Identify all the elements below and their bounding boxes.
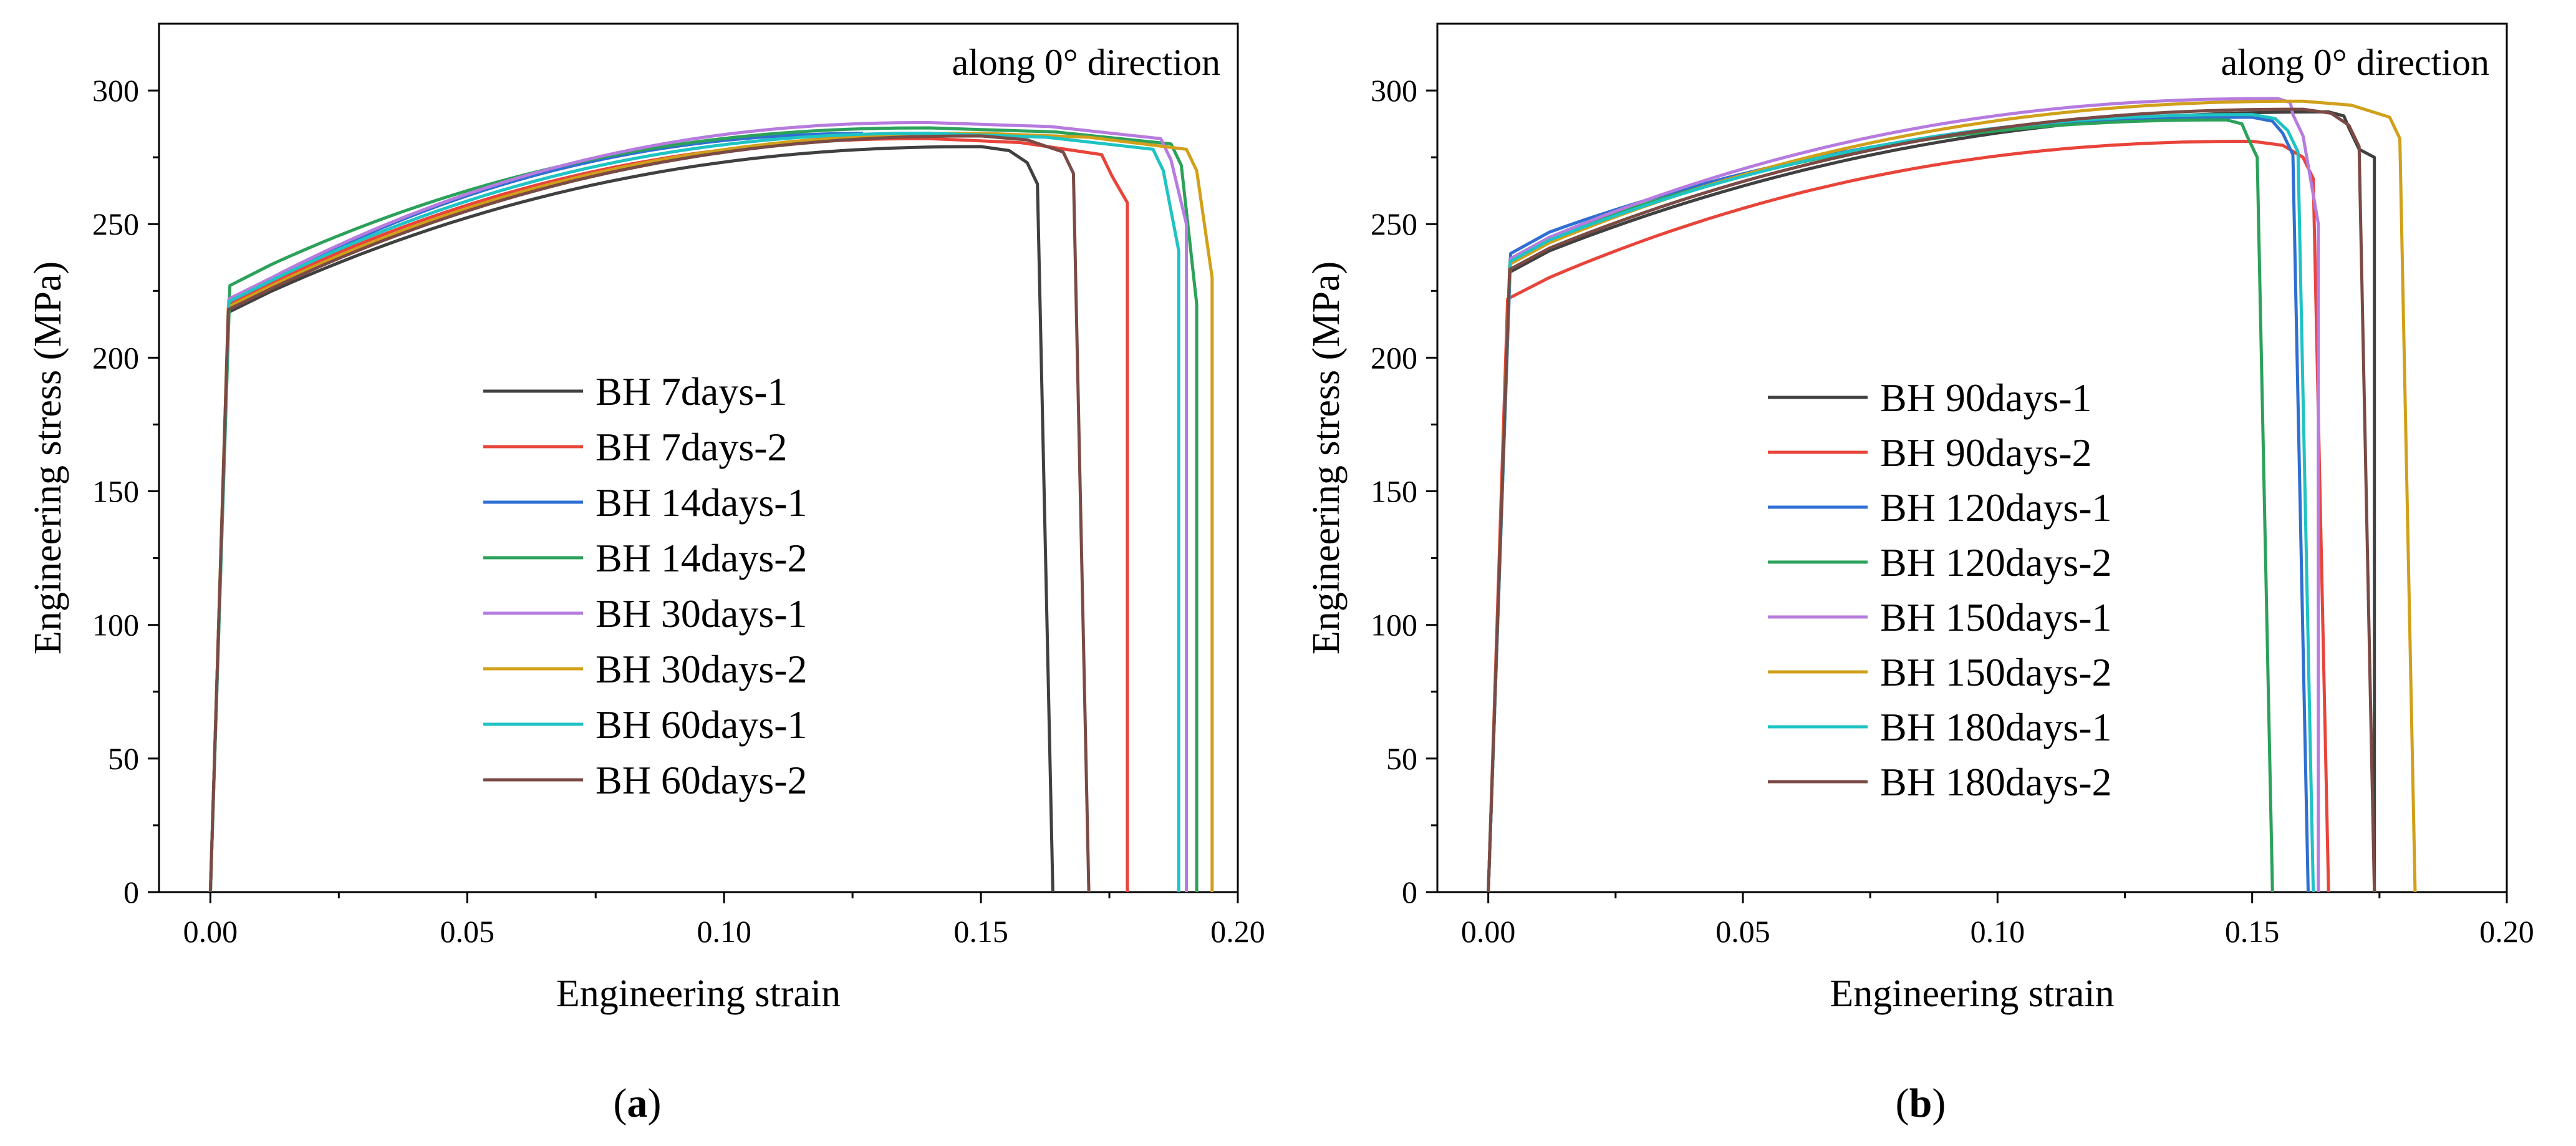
y-tick-label: 50 — [108, 741, 139, 776]
x-tick-label: 0.20 — [2479, 914, 2534, 949]
y-tick-label: 150 — [92, 474, 139, 509]
series-line-bh-7days-1 — [208, 145, 1054, 892]
legend-entry: BH 120days-2 — [1880, 540, 2112, 585]
panel-label-close: ) — [648, 1080, 662, 1126]
legend-entry: BH 90days-2 — [1880, 430, 2092, 475]
x-axis-title: Engineering strain — [556, 973, 841, 1015]
legend: BH 90days-1 BH 90days-2 BH 120days-1 BH 120… — [1768, 376, 2112, 804]
chart-panel-b: 0.00 0.05 0.10 0.15 0.20 0 50 100 150 200 250 300 En… — [1305, 22, 2534, 1126]
direction-annotation: along 0° direction — [2221, 42, 2489, 83]
y-axis-title: Engineering stress (MPa) — [27, 261, 69, 654]
x-tick-label: 0.05 — [440, 914, 495, 949]
panel-label-letter: b — [1909, 1080, 1932, 1126]
legend-entry: BH 14days-2 — [596, 536, 808, 580]
legend-entry: BH 90days-1 — [1880, 376, 2092, 420]
series-line-bh-14days-2 — [208, 126, 1199, 892]
panel-label-letter: a — [627, 1080, 648, 1126]
y-tick-label: 100 — [92, 608, 139, 643]
y-axis-title: Engineering stress (MPa) — [1305, 261, 1348, 654]
legend-entry: BH 150days-1 — [1880, 595, 2112, 639]
chart-panel-a: 0.00 0.05 0.10 0.15 0.20 0 50 100 150 200 250 300 En… — [27, 22, 1265, 1126]
legend-entry: BH 120days-1 — [1880, 485, 2112, 530]
x-axis-title: Engineering strain — [1830, 973, 2114, 1015]
legend-entry: BH 60days-1 — [596, 702, 808, 747]
direction-annotation: along 0° direction — [952, 42, 1220, 83]
series-line-bh-90days-2 — [1487, 140, 2330, 892]
series-line-bh-30days-1 — [208, 121, 1189, 892]
series-line-bh-90days-1 — [1487, 110, 2376, 892]
x-tick-label: 0.15 — [2225, 914, 2280, 949]
legend: BH 7days-1 BH 7days-2 BH 14days-1 BH 14days… — [483, 369, 808, 802]
plot-frame — [158, 22, 1239, 893]
legend-entry: BH 7days-2 — [596, 425, 788, 469]
legend-entry: BH 180days-2 — [1880, 760, 2112, 804]
series-line-bh-150days-1 — [1487, 97, 2320, 892]
legend-entry: BH 60days-2 — [596, 758, 808, 802]
x-tick-label: 0.05 — [1715, 914, 1770, 949]
legend-entry: BH 7days-1 — [596, 369, 788, 414]
y-tick-label: 300 — [1371, 73, 1417, 108]
curve-group — [1487, 97, 2417, 892]
legend-entry: BH 150days-2 — [1880, 650, 2112, 694]
panel-label-open: ( — [614, 1080, 627, 1126]
x-tick-label: 0.00 — [1461, 914, 1516, 949]
panel-label: (a) — [614, 1080, 662, 1126]
panel-label: (b) — [1896, 1080, 1946, 1126]
y-tick-label: 250 — [92, 206, 139, 241]
series-line-bh-60days-2 — [208, 134, 1091, 892]
x-tick-label: 0.15 — [953, 914, 1008, 949]
y-tick-label: 150 — [1371, 474, 1417, 509]
y-tick-label: 100 — [1371, 608, 1417, 643]
legend-entry: BH 14days-1 — [596, 480, 808, 525]
panel-label-close: ) — [1932, 1080, 1946, 1126]
x-tick-label: 0.10 — [697, 914, 751, 949]
x-tick-label: 0.10 — [1971, 914, 2025, 949]
y-tick-label: 0 — [1402, 875, 1417, 910]
y-tick-label: 50 — [1386, 741, 1417, 776]
y-tick-label: 200 — [92, 340, 139, 375]
x-tick-label: 0.20 — [1210, 914, 1265, 949]
y-tick-label: 0 — [123, 875, 139, 910]
plot-frame — [1436, 22, 2508, 893]
legend-entry: BH 30days-2 — [596, 647, 808, 691]
y-tick-label: 250 — [1371, 206, 1417, 241]
series-line-bh-60days-1 — [208, 132, 1180, 892]
y-tick-label: 200 — [1371, 340, 1417, 375]
series-line-bh-180days-1 — [1487, 113, 2315, 892]
legend-entry: BH 180days-1 — [1880, 705, 2112, 749]
y-tick-label: 300 — [92, 73, 139, 108]
series-line-bh-14days-1 — [208, 132, 864, 892]
panel-label-open: ( — [1896, 1080, 1909, 1126]
x-tick-label: 0.00 — [183, 914, 238, 949]
legend-entry: BH 30days-1 — [596, 591, 808, 636]
series-line-bh-180days-2 — [1487, 107, 2376, 892]
curve-group — [208, 121, 1214, 892]
